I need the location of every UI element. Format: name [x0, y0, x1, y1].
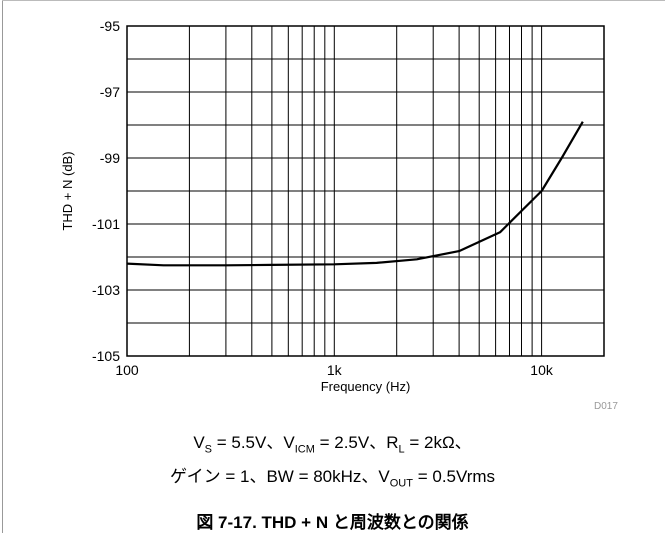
vs-value: = 5.5V、 — [212, 433, 284, 452]
grid-layer — [127, 26, 604, 356]
vout-value: = 0.5Vrms — [412, 467, 496, 486]
x-tick-label: 10k — [530, 362, 554, 378]
vs-symbol: V — [193, 433, 205, 452]
page-frame-top — [2, 0, 665, 1]
thd-series-line — [126, 121, 584, 267]
vout-subscript: OUT — [389, 477, 413, 490]
vicm-value: = 2.5V、 — [314, 433, 387, 452]
vout-symbol: V — [378, 467, 390, 486]
rl-symbol: R — [386, 433, 399, 452]
vs-subscript: S — [204, 443, 212, 456]
y-axis-label: THD + N (dB) — [60, 151, 75, 230]
conditions-line-1: VS = 5.5V、VICM = 2.5V、RL = 2kΩ、 — [0, 428, 665, 455]
y-tick-label: -105 — [92, 348, 120, 364]
rl-value: = 2kΩ、 — [404, 433, 472, 452]
y-tick-label: -99 — [100, 150, 120, 166]
y-tick-label: -103 — [92, 282, 120, 298]
gain-bw-text: ゲイン = 1、BW = 80kHz、 — [169, 467, 379, 486]
x-tick-label: 100 — [115, 362, 139, 378]
rl-subscript: L — [398, 443, 405, 456]
figure-caption: 図 7-17. THD + N と周波数との関係 — [196, 513, 469, 532]
vicm-symbol: V — [283, 433, 295, 452]
y-tick-label: -97 — [100, 84, 120, 100]
series-layer — [126, 121, 584, 267]
y-tick-label: -95 — [100, 18, 120, 34]
page-frame-left — [2, 0, 3, 533]
figure-code: D017 — [594, 401, 618, 412]
x-axis-label: Frequency (Hz) — [321, 379, 411, 394]
vicm-subscript: ICM — [294, 443, 315, 456]
plot-border — [126, 25, 605, 357]
conditions-line-2: ゲイン = 1、BW = 80kHz、VOUT = 0.5Vrms — [0, 462, 665, 489]
y-tick-label: -101 — [92, 216, 120, 232]
x-tick-label: 1k — [327, 362, 343, 378]
